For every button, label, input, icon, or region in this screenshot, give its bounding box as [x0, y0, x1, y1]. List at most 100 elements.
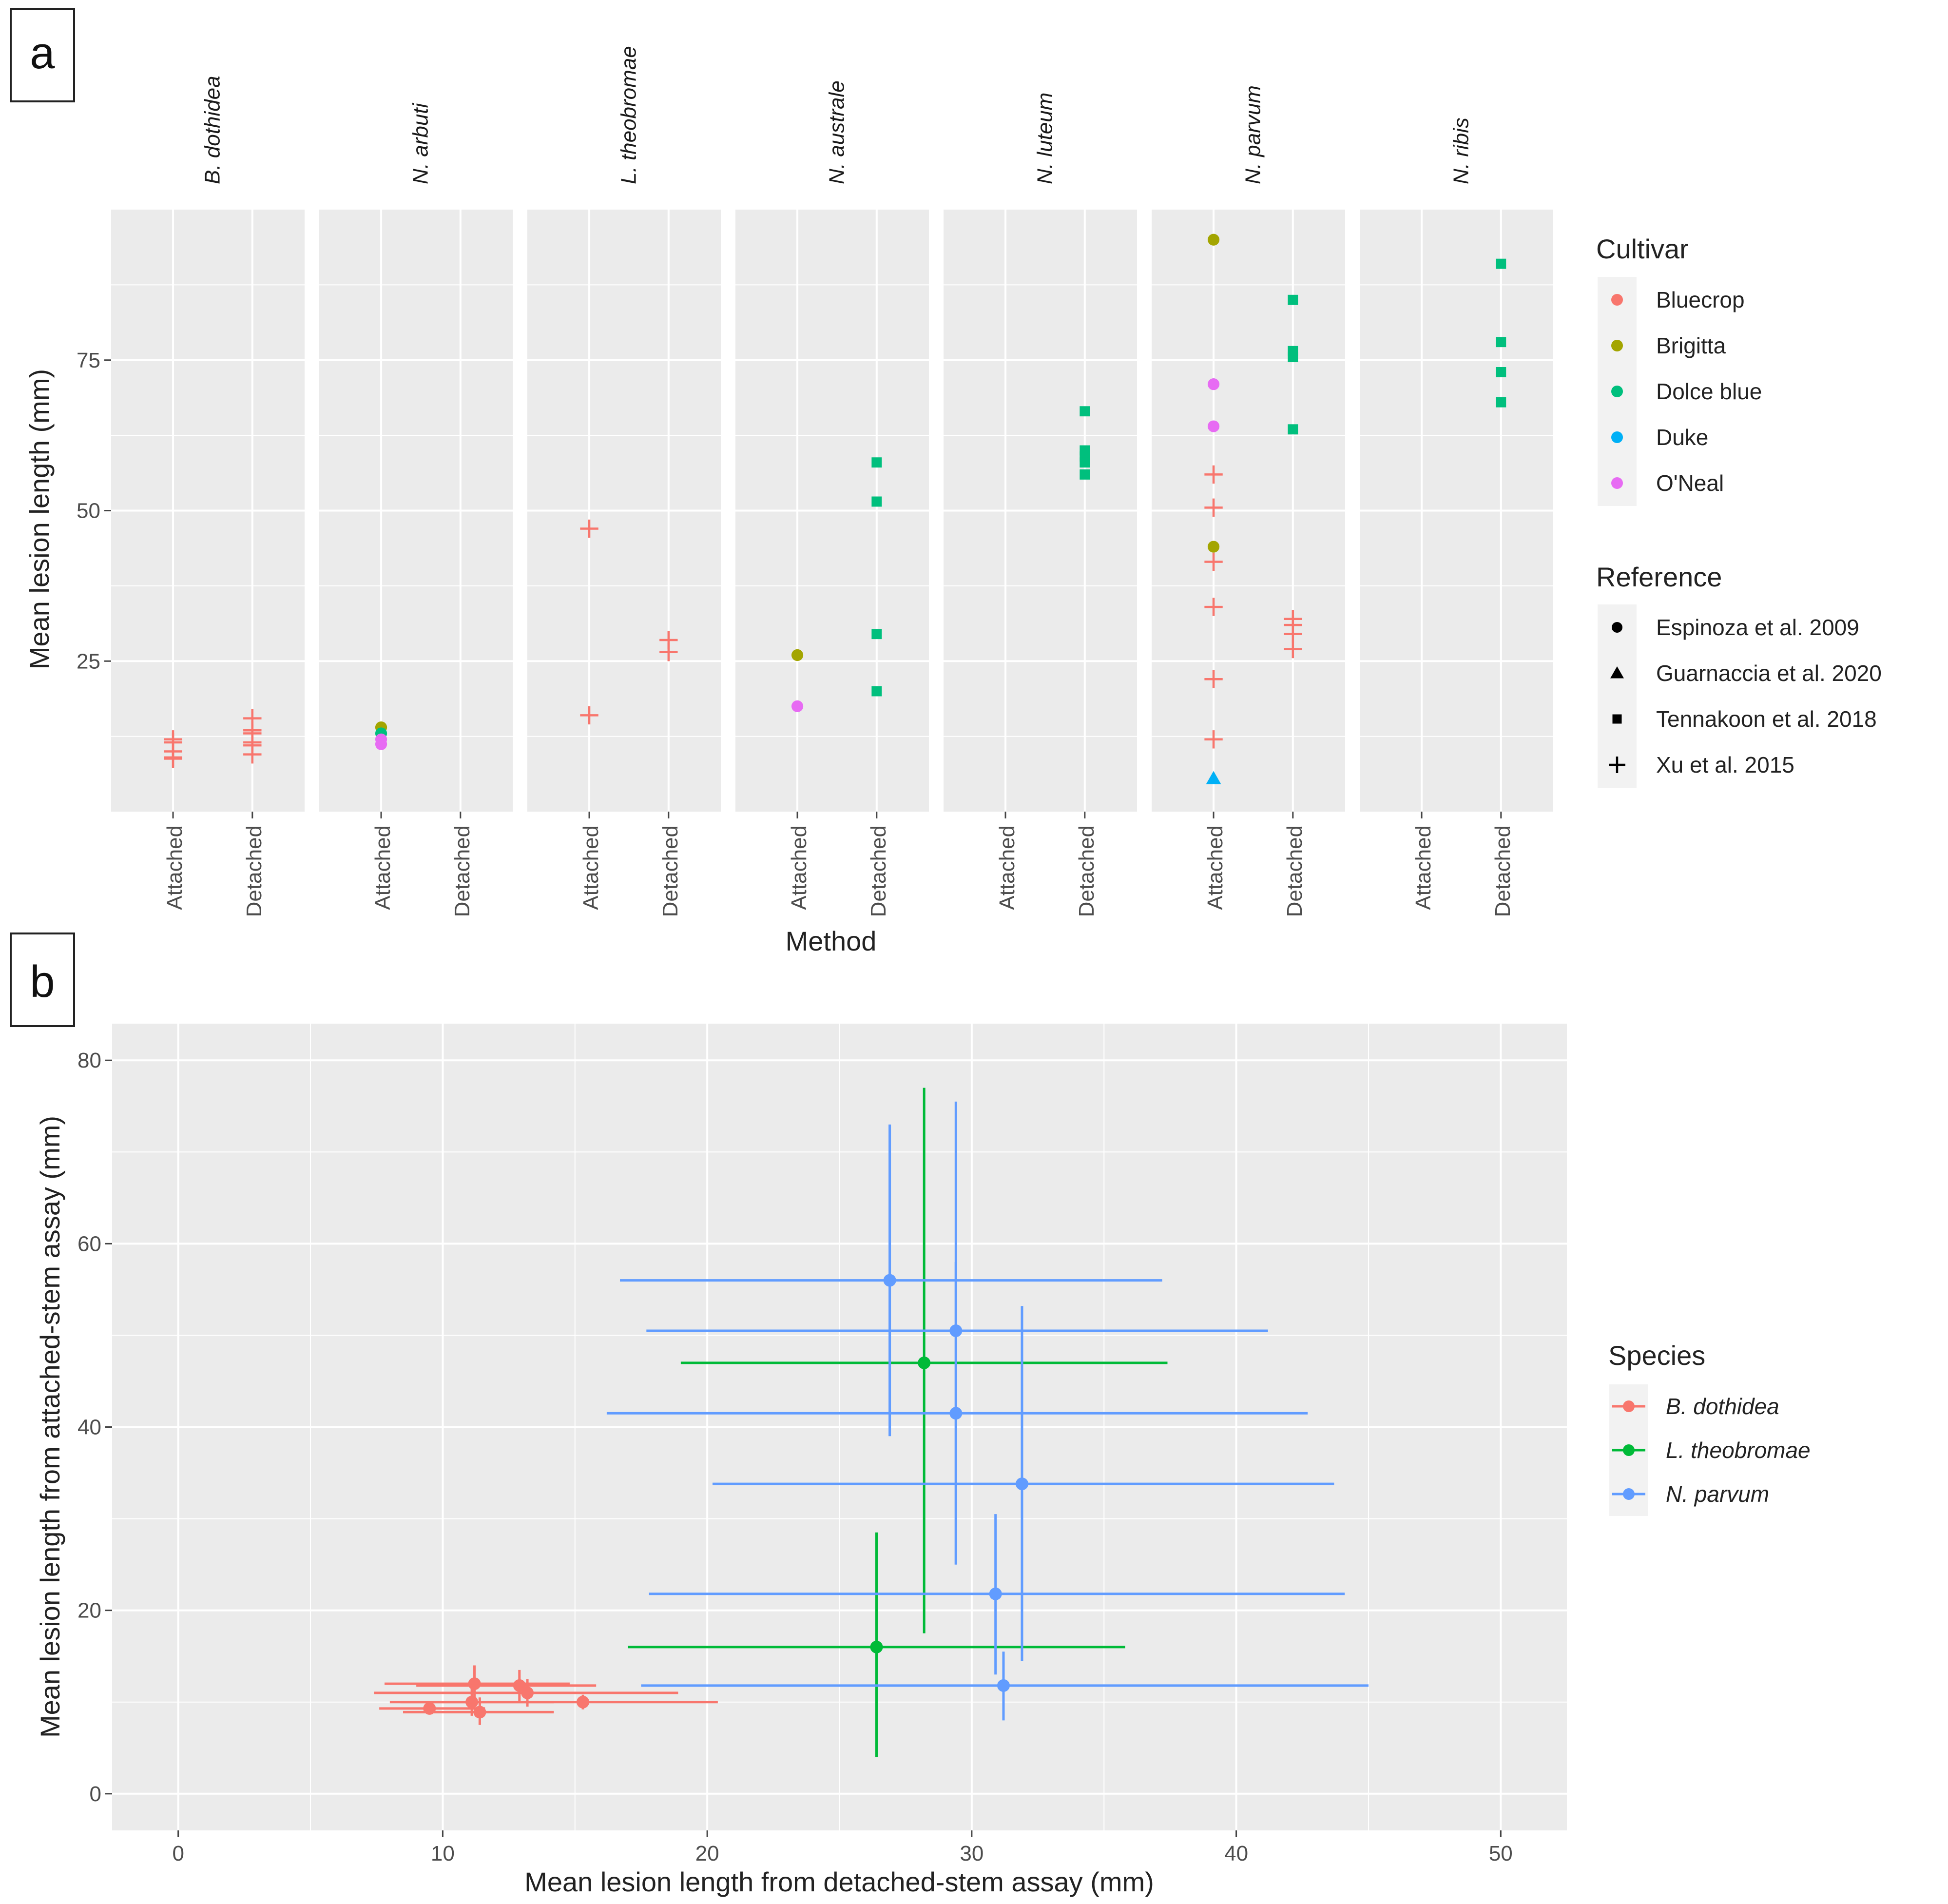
y-tick-label: 60 [77, 1232, 101, 1256]
cultivar-legend-items: Bluecrop Brigitta Dolce blue Duke O'Neal [1598, 277, 1762, 506]
legend-key-duke [1611, 431, 1623, 443]
data-point-n-parvum-13 [1288, 352, 1298, 363]
facet-strip-label: N. luteum [1033, 93, 1057, 184]
panel-a-y-axis-title: Mean lesion length (mm) [24, 369, 55, 669]
data-point-3 [1015, 1477, 1028, 1491]
y-tick-label: 25 [77, 649, 100, 673]
data-point-b-dothidea-4 [164, 749, 182, 768]
facet-strip-label: N. ribis [1449, 117, 1473, 184]
method-tick-label: Detached [1075, 825, 1099, 917]
facet-n-luteum: Attached Detached N. luteum [944, 93, 1137, 917]
data-point-l-theobromae-0 [580, 519, 598, 538]
data-point-5 [473, 1706, 486, 1719]
cultivar-legend-item-dolce-blue: Dolce blue [1598, 369, 1762, 414]
data-point-n-australe-1 [791, 700, 804, 712]
data-point-1 [870, 1640, 883, 1653]
method-tick-label: Attached [1411, 825, 1435, 910]
legend-label: Espinoza et al. 2009 [1656, 615, 1859, 640]
series-l-theobromae [628, 1088, 1168, 1757]
panel-b-y-axis-title: Mean lesion length from attached-stem as… [35, 1116, 65, 1738]
panel-a-chart: Attached Detached B. dothidea Attached Detac… [24, 46, 1882, 956]
data-point-n-australe-2 [871, 457, 882, 468]
facet-strip-label: N. australe [825, 80, 849, 184]
x-tick-label: 10 [431, 1842, 455, 1865]
panel-a-facets: Attached Detached B. dothidea Attached Detac… [111, 46, 1553, 917]
data-point-n-parvum-3 [1204, 465, 1223, 484]
data-point-n-ribis-3 [1496, 397, 1506, 408]
data-point-n-ribis-0 [1496, 258, 1506, 269]
data-point-l-theobromae-3 [659, 643, 678, 661]
x-tick-label: 0 [172, 1842, 184, 1865]
y-tick-label: 20 [77, 1599, 101, 1623]
y-tick-label: 50 [77, 499, 100, 523]
panel-a-y-axis: 25 50 75 [77, 349, 111, 673]
data-point-b-dothidea-10 [243, 745, 262, 764]
facet-strip-label: N. arbuti [408, 102, 432, 184]
data-point-6 [577, 1695, 590, 1709]
data-point-n-australe-3 [871, 496, 882, 507]
data-point-n-parvum-2 [1207, 420, 1220, 432]
series-b-dothidea [374, 1665, 718, 1725]
data-point-n-luteum-0 [1080, 406, 1090, 417]
method-tick-label: Attached [371, 825, 395, 910]
method-tick-label: Attached [579, 825, 603, 910]
method-tick-label: Detached [242, 825, 266, 917]
panel-b-axes: 0 10 20 30 40 50 0 20 40 60 80 [77, 1049, 1513, 1865]
facet-strip-label: L. theobromae [617, 46, 640, 184]
reference-legend-items: Espinoza et al. 2009 Guarnaccia et al. 20… [1598, 604, 1882, 788]
data-point-n-parvum-18 [1284, 640, 1302, 659]
legend-key-point [1623, 1400, 1635, 1412]
data-point-n-australe-5 [871, 686, 882, 697]
legend-label: Duke [1656, 425, 1708, 450]
data-point-n-parvum-4 [1204, 498, 1223, 517]
cultivar-legend-title: Cultivar [1596, 233, 1689, 264]
reference-legend-item-tennakoon-et-al-2018: Tennakoon et al. 2018 [1598, 696, 1877, 742]
data-point-0 [883, 1274, 896, 1287]
data-point-n-parvum-9 [1204, 730, 1223, 749]
data-point-n-parvum-6 [1204, 552, 1223, 571]
x-tick-label: 40 [1224, 1842, 1248, 1865]
data-point-l-theobromae-1 [580, 706, 598, 725]
reference-legend-item-guarnaccia-et-al-2020: Guarnaccia et al. 2020 [1598, 650, 1882, 696]
data-point-2 [949, 1407, 963, 1420]
panel-a-label-box: a [10, 8, 75, 102]
legend-key-plus [1609, 757, 1625, 773]
data-point-n-australe-4 [871, 629, 882, 640]
data-point-n-parvum-11 [1288, 294, 1298, 305]
facet-n-arbuti: Attached Detached N. arbuti [319, 102, 513, 917]
data-point-n-parvum-8 [1204, 670, 1223, 688]
data-point-n-parvum-7 [1204, 598, 1223, 616]
y-tick-label: 80 [77, 1049, 101, 1072]
species-legend-item-b-dothidea: B. dothidea [1609, 1384, 1779, 1428]
facet-b-dothidea: Attached Detached B. dothidea [111, 76, 305, 917]
legend-key-brigitta [1611, 340, 1623, 351]
reference-legend-title: Reference [1596, 562, 1722, 592]
panel-b-gridlines [112, 1024, 1567, 1830]
facet-l-theobromae: Attached Detached L. theobromae [527, 46, 721, 917]
method-tick-label: Detached [1283, 825, 1307, 917]
legend-label: Bluecrop [1656, 287, 1745, 312]
species-legend-item-l-theobromae: L. theobromae [1609, 1428, 1811, 1472]
legend-key-bluecrop [1611, 294, 1623, 306]
facet-strip-label: B. dothidea [200, 76, 224, 184]
method-tick-label: Detached [1491, 825, 1515, 917]
legend-label: N. parvum [1666, 1481, 1769, 1507]
legend-key-square [1612, 714, 1622, 724]
legend-label: Tennakoon et al. 2018 [1656, 706, 1877, 732]
data-point-n-ribis-1 [1496, 337, 1506, 348]
x-tick-label: 20 [695, 1842, 719, 1865]
legend-key-circle [1612, 622, 1622, 633]
method-tick-label: Attached [1203, 825, 1227, 910]
facet-n-ribis: Attached Detached N. ribis [1360, 117, 1553, 917]
data-point-4 [989, 1587, 1002, 1600]
legend-label: Brigitta [1656, 333, 1726, 358]
panel-a-reference-legend: Reference Espinoza et al. 2009 Guarnaccia… [1596, 562, 1882, 788]
facet-n-australe: Attached Detached N. australe [735, 80, 929, 917]
facet-n-parvum: Attached Detached N. parvum [1152, 85, 1345, 917]
data-point-n-parvum-1 [1207, 378, 1220, 390]
species-legend-title: Species [1608, 1340, 1705, 1371]
y-tick-label: 75 [77, 349, 100, 372]
data-point-n-arbuti-3 [375, 738, 387, 750]
legend-label: Guarnaccia et al. 2020 [1656, 661, 1882, 686]
reference-legend-item-espinoza-et-al-2009: Espinoza et al. 2009 [1598, 604, 1859, 650]
